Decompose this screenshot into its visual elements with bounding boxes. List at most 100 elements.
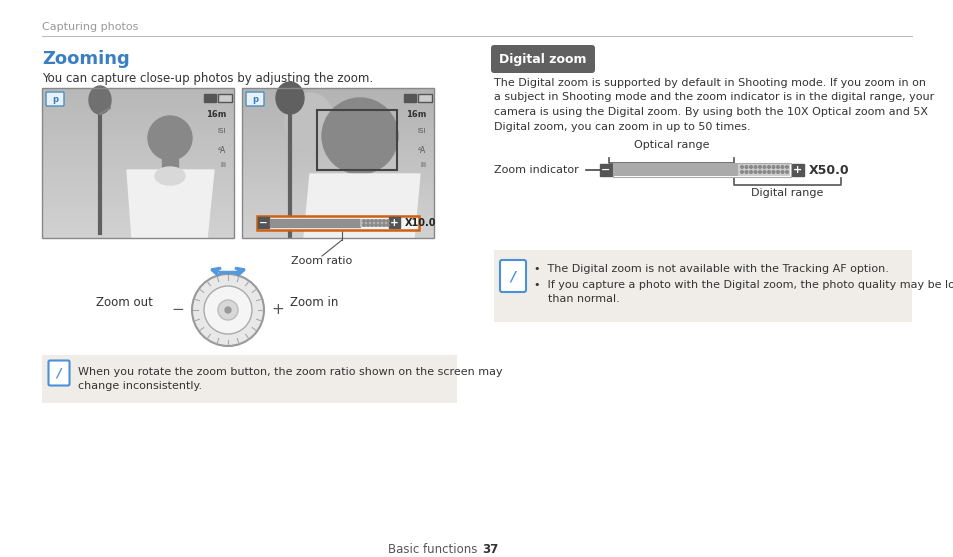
Ellipse shape [275,82,304,114]
Bar [242,145,434,146]
Bar [42,226,233,227]
Bar [242,199,434,201]
Text: Digital zoom, you can zoom in up to 50 times.: Digital zoom, you can zoom in up to 50 t… [494,121,750,131]
Circle shape [148,116,192,160]
Bar [42,109,233,110]
Circle shape [776,170,779,173]
Bar [42,185,233,187]
Bar [242,201,434,202]
Bar [791,164,803,176]
Bar [42,175,233,177]
Bar [242,133,434,134]
Circle shape [744,165,747,168]
Bar [242,219,434,221]
Circle shape [378,224,381,226]
Bar [242,216,434,217]
Bar [42,113,233,114]
Bar [42,169,233,170]
Text: iii: iii [220,162,226,168]
Bar [42,218,233,219]
Bar [257,217,269,228]
Bar [42,115,233,116]
Bar [242,184,434,185]
Bar [242,203,434,204]
Bar [42,154,233,155]
Text: •  The Digital zoom is not available with the Tracking AF option.: • The Digital zoom is not available with… [534,264,888,274]
Bar [242,174,434,175]
Circle shape [781,170,783,173]
Bar [242,212,434,213]
Bar [242,169,434,170]
Bar [42,177,233,178]
Bar [42,201,233,202]
Bar [403,94,416,102]
Bar [242,152,434,153]
Bar [494,250,911,322]
Bar [42,94,233,95]
Bar [242,168,434,169]
Bar [42,355,456,403]
Bar [242,105,434,106]
Bar [242,119,434,120]
Bar [242,100,434,101]
Bar [242,196,434,197]
Bar [42,165,233,167]
Bar [42,99,233,100]
Bar [42,108,233,109]
Ellipse shape [285,93,335,153]
Circle shape [758,165,760,168]
Bar [242,141,434,143]
Bar [218,94,232,102]
Bar [42,95,233,96]
Circle shape [776,165,779,168]
Bar [242,175,434,177]
Bar [42,143,233,144]
Circle shape [785,170,787,173]
Bar [242,114,434,115]
Bar [42,160,233,162]
Bar [242,223,434,224]
Text: iii: iii [419,162,426,168]
Bar [242,92,434,94]
Bar [42,87,233,89]
Bar [599,164,612,176]
Bar [242,110,434,111]
Bar [42,100,233,101]
Text: The Digital zoom is supported by default in Shooting mode. If you zoom in on: The Digital zoom is supported by default… [494,78,925,88]
Bar [242,229,434,231]
Bar [242,134,434,135]
Bar [242,116,434,118]
Bar [42,192,233,193]
Bar [242,217,434,218]
Text: 16m: 16m [405,110,426,119]
Bar [42,110,233,111]
Bar [242,91,434,92]
Bar [42,188,233,189]
Bar [242,95,434,96]
Bar [242,172,434,173]
Bar [42,198,233,199]
Bar [42,138,233,139]
Text: /: / [510,269,515,283]
Bar [204,94,215,102]
Bar [242,218,434,219]
Bar [42,116,233,118]
Bar [242,190,434,192]
Bar [613,163,790,177]
Bar [42,148,233,149]
Bar [42,146,233,148]
Bar [242,214,434,216]
Bar [242,164,434,165]
Bar [42,229,233,231]
Circle shape [375,220,376,222]
Bar [42,123,233,124]
Bar [42,216,233,217]
Bar [42,121,233,123]
Text: ⁴A: ⁴A [417,146,426,155]
Bar [42,97,233,99]
Bar [242,99,434,100]
Text: +: + [793,165,801,175]
Bar [242,90,434,91]
Bar [242,185,434,187]
Circle shape [378,220,381,222]
